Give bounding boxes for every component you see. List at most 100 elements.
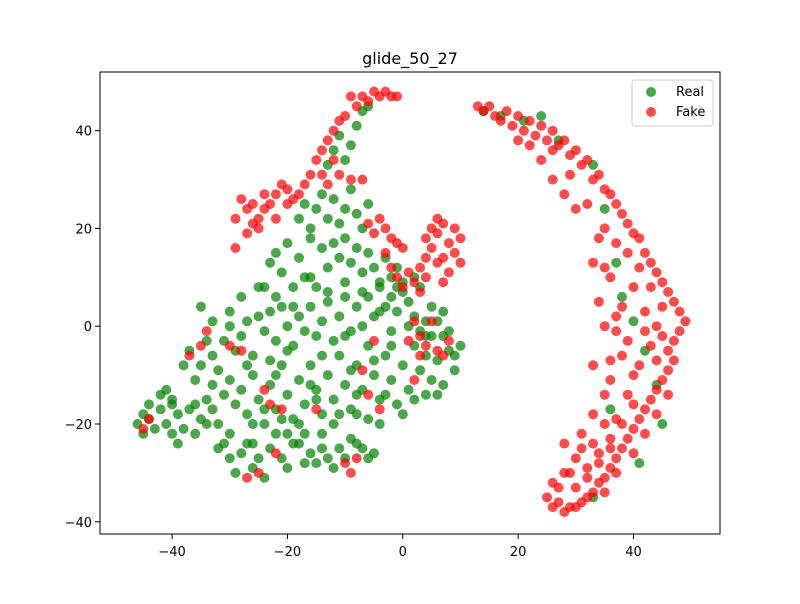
point-real-145	[328, 238, 339, 249]
point-fake-197	[449, 223, 460, 234]
point-fake-166	[242, 228, 253, 239]
point-fake-82	[611, 238, 622, 249]
point-real-186	[190, 428, 201, 439]
point-fake-120	[651, 409, 662, 420]
point-fake-117	[605, 375, 616, 385]
point-real-98	[242, 409, 253, 420]
point-fake-95	[605, 433, 616, 444]
point-fake-162	[247, 199, 258, 209]
x-tick-label-2: 0	[399, 545, 407, 560]
point-fake-204	[195, 340, 206, 351]
point-real-49	[369, 448, 379, 459]
point-fake-192	[455, 257, 466, 268]
point-real-227	[369, 355, 379, 366]
point-fake-181	[392, 272, 402, 283]
point-fake-210	[265, 399, 276, 410]
point-fake-115	[593, 233, 604, 244]
point-real-47	[357, 443, 368, 454]
point-real-198	[351, 409, 362, 420]
point-fake-233	[409, 316, 420, 327]
point-real-96	[230, 399, 241, 410]
point-real-140	[282, 238, 293, 249]
point-fake-124	[640, 306, 650, 317]
point-real-162	[265, 257, 276, 268]
point-real-149	[351, 243, 362, 253]
point-fake-179	[380, 247, 391, 258]
point-fake-231	[438, 350, 449, 361]
point-fake-169	[345, 174, 356, 185]
point-real-151	[363, 247, 374, 258]
point-real-113	[328, 394, 339, 405]
point-fake-225	[415, 331, 426, 341]
point-fake-67	[599, 419, 610, 429]
point-fake-130	[345, 91, 356, 102]
point-real-232	[449, 350, 460, 361]
point-fake-6	[507, 120, 518, 131]
point-fake-13	[547, 125, 558, 136]
point-real-24	[224, 453, 235, 464]
point-fake-83	[599, 223, 610, 234]
point-fake-105	[588, 257, 599, 268]
point-fake-146	[322, 179, 333, 190]
point-real-66	[270, 335, 281, 346]
point-fake-94	[617, 419, 627, 429]
point-real-176	[363, 199, 374, 209]
point-real-101	[259, 419, 270, 429]
point-fake-2	[484, 101, 495, 112]
point-fake-84	[605, 272, 616, 283]
chart-title: glide_50_27	[362, 49, 458, 69]
point-real-233	[247, 438, 258, 449]
point-real-106	[288, 414, 299, 425]
point-fake-232	[403, 335, 414, 346]
point-real-23	[224, 428, 235, 439]
point-fake-228	[369, 335, 379, 346]
point-fake-37	[674, 326, 685, 337]
point-real-236	[345, 365, 356, 376]
point-real-161	[276, 267, 287, 278]
point-real-123	[386, 375, 397, 385]
point-real-19	[207, 404, 218, 415]
point-real-7	[155, 404, 166, 415]
point-fake-107	[559, 189, 570, 200]
point-fake-123	[657, 331, 668, 341]
point-real-144	[322, 262, 333, 273]
point-real-132	[438, 379, 449, 390]
point-fake-234	[426, 316, 437, 327]
point-real-58	[224, 321, 235, 332]
point-fake-59	[559, 507, 570, 517]
point-real-75	[322, 296, 333, 307]
point-real-142	[305, 233, 316, 244]
point-fake-186	[420, 252, 431, 263]
point-fake-7	[513, 111, 524, 121]
point-fake-175	[380, 223, 391, 234]
point-fake-102	[605, 355, 616, 366]
point-fake-160	[230, 213, 241, 224]
x-tick-label-1: −20	[274, 545, 301, 560]
point-real-107	[294, 375, 304, 385]
point-fake-128	[559, 467, 570, 478]
point-fake-217	[242, 472, 253, 483]
point-fake-218	[311, 404, 322, 415]
point-real-182	[351, 120, 362, 131]
point-fake-173	[369, 228, 379, 239]
point-fake-101	[599, 389, 610, 400]
point-real-153	[374, 277, 385, 288]
point-real-52	[190, 375, 201, 385]
point-real-191	[270, 370, 281, 381]
point-fake-39	[663, 345, 674, 356]
point-real-194	[305, 379, 316, 390]
point-real-43	[334, 443, 345, 454]
point-fake-153	[270, 189, 281, 200]
point-real-115	[340, 379, 351, 390]
point-fake-144	[311, 155, 322, 165]
point-fake-33	[663, 287, 674, 297]
point-real-138	[443, 326, 454, 337]
point-fake-133	[363, 96, 374, 107]
point-fake-118	[588, 360, 599, 371]
point-fake-208	[236, 345, 247, 356]
point-fake-161	[230, 243, 241, 253]
point-fake-25	[617, 208, 627, 219]
point-fake-11	[536, 120, 547, 131]
point-real-165	[299, 199, 310, 209]
point-real-73	[311, 331, 322, 341]
